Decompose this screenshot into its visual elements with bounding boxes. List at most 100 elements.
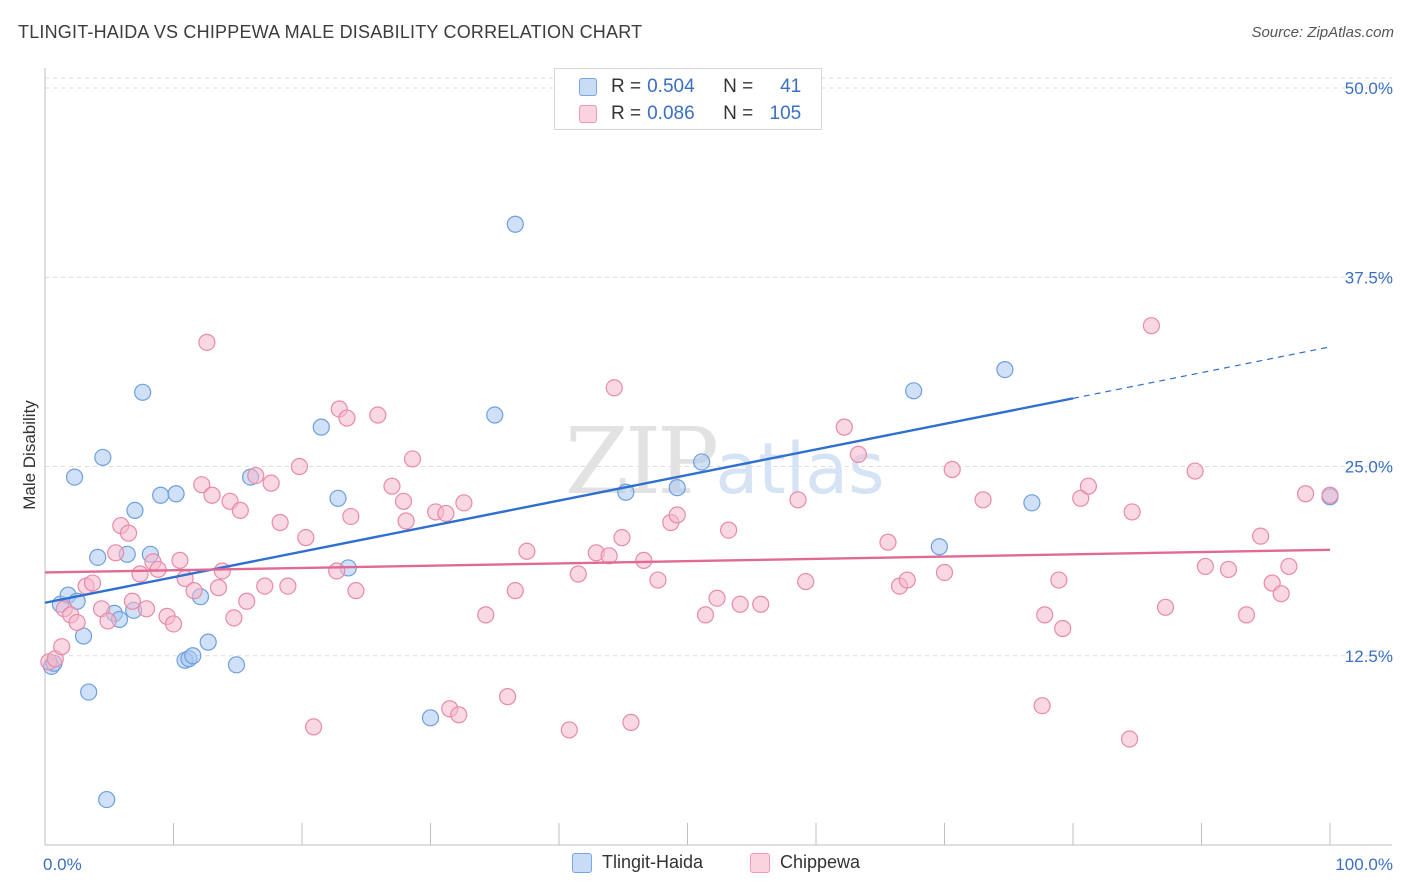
data-point: [279, 577, 297, 595]
trend-line-chippewa: [44, 548, 1331, 574]
trend-line-tlingit-haida: [44, 397, 1074, 604]
data-point: [83, 574, 102, 592]
tick-labels: 12.5% 25.0% 37.5% 50.0% 0.0% 100.0%: [43, 79, 1393, 874]
data-point: [935, 563, 954, 582]
data-point: [1272, 585, 1290, 603]
data-point: [329, 489, 347, 507]
data-point: [167, 485, 185, 503]
data-point: [649, 571, 667, 589]
data-point: [347, 582, 365, 600]
data-point: [369, 406, 387, 424]
n-value: 105: [769, 103, 802, 124]
data-point: [849, 445, 868, 463]
data-point: [1280, 557, 1298, 576]
data-point: [879, 533, 897, 551]
y-tick-label: 12.5%: [1345, 647, 1393, 666]
data-point: [1196, 557, 1214, 576]
data-point: [271, 513, 289, 532]
data-point: [930, 538, 948, 556]
data-point: [247, 466, 265, 485]
n-label: N =: [723, 76, 754, 97]
data-point: [225, 609, 243, 627]
data-point: [1321, 486, 1339, 504]
points-layer: [40, 215, 1339, 809]
data-point: [974, 491, 992, 509]
y-tick-label: 37.5%: [1345, 268, 1393, 287]
data-point: [152, 486, 170, 504]
data-point: [227, 656, 246, 674]
data-point: [622, 713, 640, 731]
data-point: [199, 633, 217, 651]
r-label: R =: [611, 103, 642, 124]
data-point: [99, 612, 117, 630]
data-point: [421, 709, 440, 727]
legend-swatch-tlingit: [579, 78, 597, 96]
trend-lines: [44, 346, 1331, 604]
data-point: [80, 683, 98, 701]
data-point: [1054, 619, 1072, 638]
data-point: [450, 706, 468, 724]
data-point: [119, 524, 138, 542]
data-point: [171, 551, 189, 569]
data-point: [1219, 560, 1238, 579]
data-point: [328, 562, 346, 580]
data-point: [506, 215, 524, 233]
data-point: [797, 572, 815, 591]
data-point: [290, 457, 309, 476]
data-point: [137, 600, 156, 618]
correlation-legend: R = 0.504 N = 41 R = 0.086 N = 105: [554, 68, 822, 130]
data-point: [708, 589, 726, 607]
legend-row-chippewa: R = 0.086 N = 105: [579, 101, 801, 127]
data-point: [231, 501, 249, 520]
data-point: [1036, 606, 1054, 624]
data-point: [731, 595, 749, 613]
data-point: [383, 477, 401, 495]
data-point: [943, 460, 961, 479]
data-point: [506, 582, 524, 600]
data-point: [905, 382, 923, 400]
legend-item-tlingit[interactable]: Tlingit-Haida: [572, 852, 703, 873]
data-point: [123, 592, 141, 610]
data-point: [1072, 489, 1090, 507]
data-point: [256, 577, 274, 595]
y-axis-label: Male Disability: [20, 400, 39, 510]
data-point: [198, 333, 216, 351]
data-point: [1079, 477, 1098, 495]
r-label: R =: [611, 76, 642, 97]
trend-line-extension: [1072, 346, 1331, 399]
data-point: [397, 512, 415, 530]
data-point: [131, 565, 149, 583]
data-point: [1252, 527, 1270, 545]
data-point: [835, 418, 853, 436]
data-point: [693, 453, 711, 471]
data-point: [394, 492, 413, 510]
data-point: [203, 486, 221, 504]
data-point: [107, 544, 125, 562]
data-point: [720, 521, 738, 539]
data-point: [605, 379, 623, 397]
legend-row-tlingit: R = 0.504 N = 41: [579, 74, 801, 100]
data-point: [94, 448, 112, 467]
data-point: [338, 409, 356, 427]
data-point: [1050, 571, 1068, 589]
data-point: [262, 474, 280, 492]
axes-layer: [44, 68, 1392, 846]
legend-label-tlingit: Tlingit-Haida: [602, 852, 704, 872]
r-value: 0.504: [647, 76, 695, 97]
data-point: [898, 571, 916, 589]
legend-item-chippewa[interactable]: Chippewa: [750, 852, 860, 873]
data-point: [600, 547, 618, 565]
legend-label-chippewa: Chippewa: [780, 852, 861, 872]
data-point: [668, 506, 686, 524]
n-value: 41: [780, 76, 802, 97]
data-point: [613, 529, 631, 547]
data-point: [518, 542, 536, 560]
y-tick-label: 25.0%: [1345, 458, 1393, 477]
chart-title: TLINGIT-HAIDA VS CHIPPEWA MALE DISABILIT…: [18, 22, 643, 42]
data-point: [185, 582, 203, 600]
data-point: [1142, 317, 1160, 335]
data-point: [996, 361, 1014, 379]
data-point: [89, 548, 107, 566]
data-point: [98, 790, 116, 809]
